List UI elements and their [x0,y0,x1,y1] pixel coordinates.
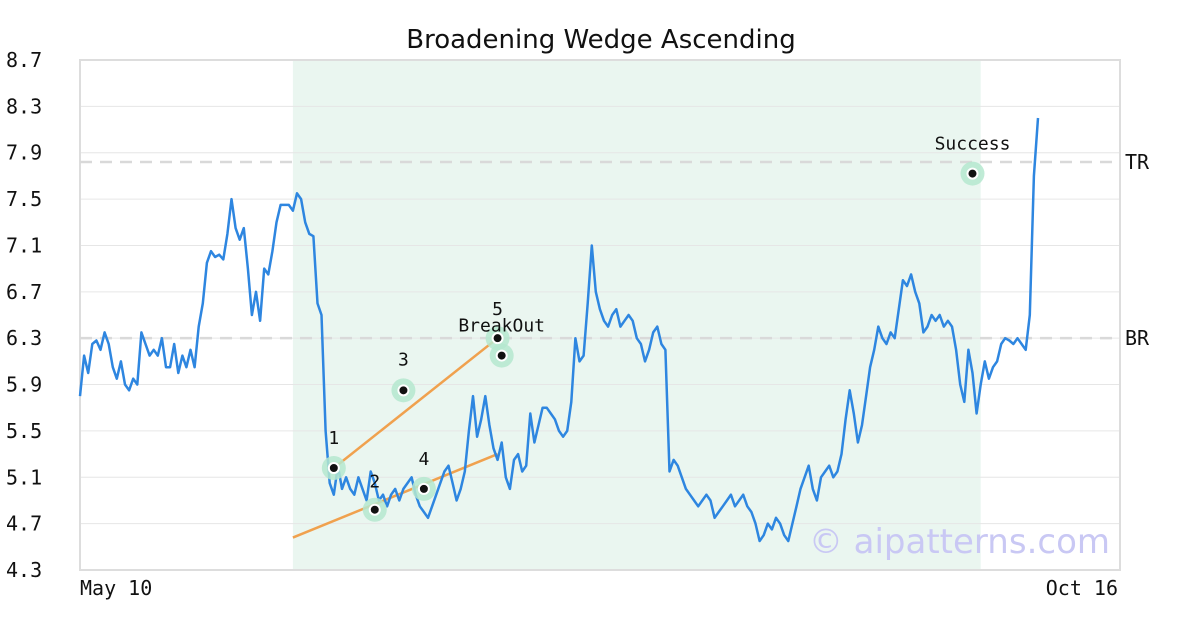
marker-label: 4 [418,449,429,470]
y-tick-label: 5.1 [6,465,42,489]
marker-dot [327,462,340,474]
marker-dot [966,167,979,180]
marker-label: 5 [492,299,503,320]
y-tick-label: 6.7 [6,280,42,304]
marker-label: Success [935,134,1011,155]
plot-area: 4.3 4.7 5.1 5.5 5.9 6.3 6.7 7.1 7.5 7.9 8.3 8.7 May … [6,48,1150,600]
plot-frame [79,59,1121,571]
y-tick-label: 5.5 [6,419,42,443]
level-label: BR [1125,326,1150,350]
marker-dot [495,349,508,362]
y-tick-label: 5.9 [6,373,42,397]
y-tick-label: 4.7 [6,512,42,536]
x-tick-label: Oct 16 [1046,576,1118,600]
marker-label: 3 [398,349,409,370]
marker-label: BreakOut [458,316,545,337]
marker-dot [397,384,410,397]
marker-dot [417,482,430,495]
trendline [292,452,499,539]
marker-dot [491,332,504,345]
level-label: TR [1125,150,1150,174]
y-tick-label: 7.1 [6,233,42,257]
marker-label: 1 [328,428,339,449]
price-line [78,117,1040,543]
y-tick-label: 4.3 [6,558,42,582]
trendline [333,337,499,469]
y-tick-label: 6.3 [6,326,42,350]
y-tick-label: 7.9 [6,141,42,165]
marker-label: 2 [369,472,380,493]
chart-title: Broadening Wedge Ascending [406,25,796,55]
marker-dot [368,503,381,516]
watermark: © aipatterns.com [809,522,1110,562]
y-tick-label: 8.3 [6,94,42,118]
x-tick-label: May 10 [80,576,152,600]
y-tick-label: 8.7 [6,48,42,72]
y-tick-label: 7.5 [6,187,42,211]
